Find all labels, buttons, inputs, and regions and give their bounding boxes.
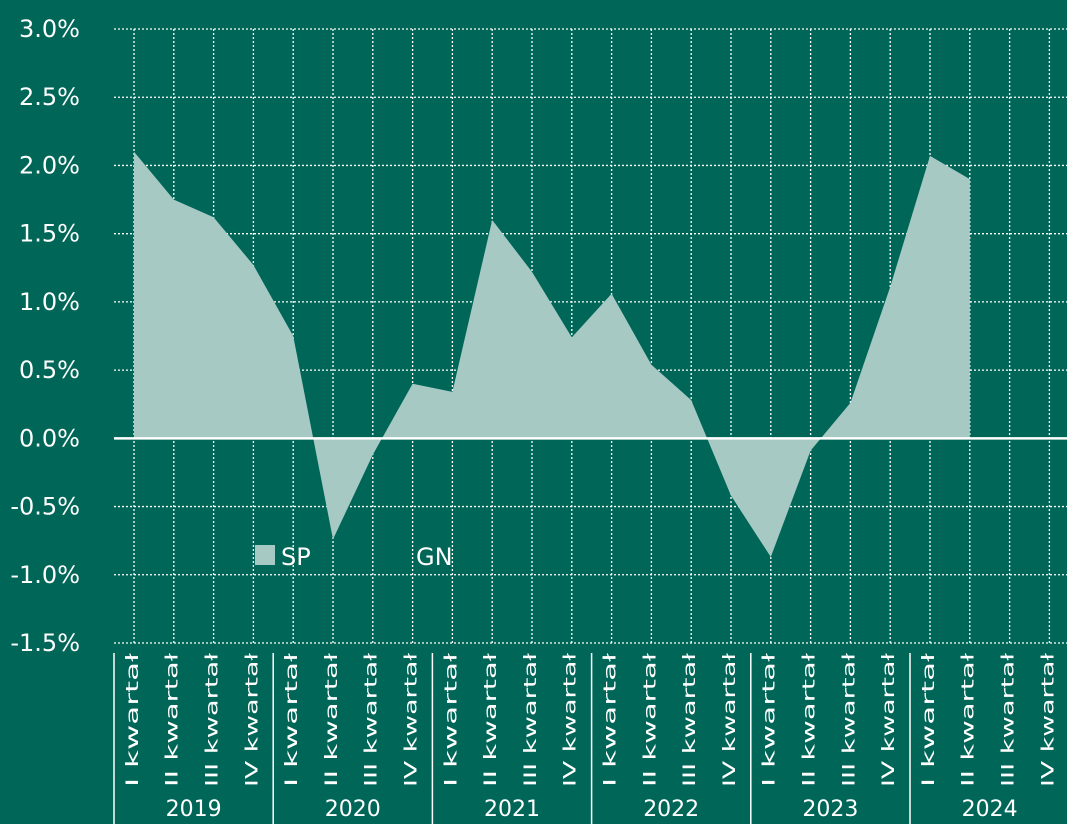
x-tick-label: II kwartał: [322, 653, 342, 787]
year-label: 2019: [166, 797, 222, 822]
series-area-sp: [134, 151, 970, 558]
data-point: [291, 334, 295, 338]
y-tick-label: -1.5%: [10, 629, 80, 657]
area-layer: [132, 150, 972, 559]
y-tick-label: 0.0%: [19, 424, 80, 452]
legend-label: GN: [416, 543, 453, 571]
data-point: [769, 555, 773, 559]
data-point: [371, 453, 375, 457]
legend-swatch: [390, 545, 410, 565]
x-tick-label: IV kwartał: [720, 653, 740, 787]
year-label: 2022: [643, 797, 699, 822]
x-tick-label: IV kwartał: [242, 653, 262, 787]
data-point: [251, 263, 255, 267]
x-tick-label: I kwartał: [919, 653, 939, 787]
data-point: [689, 398, 693, 402]
data-point: [172, 198, 176, 202]
data-point: [649, 363, 653, 367]
y-tick-label: 2.0%: [19, 151, 80, 179]
x-tick-label: III kwartał: [362, 653, 382, 787]
x-tick-label: II kwartał: [481, 653, 501, 787]
data-point: [928, 154, 932, 158]
data-point: [610, 292, 614, 296]
x-tick-label: II kwartał: [959, 653, 979, 787]
data-point: [411, 382, 415, 386]
data-point: [888, 285, 892, 289]
data-point: [729, 494, 733, 498]
year-label: 2023: [802, 797, 858, 822]
x-tick-label: III kwartał: [521, 653, 541, 787]
y-tick-label: 1.5%: [19, 220, 80, 248]
data-point: [490, 218, 494, 222]
y-axis-ticks: 3.0% 2.5% 2.0% 1.5% 1.0% 0.5% 0.0% -0.5% -1.0% -1…: [10, 15, 80, 657]
data-point: [132, 150, 136, 154]
data-point: [968, 177, 972, 181]
data-point: [530, 270, 534, 274]
y-tick-label: 2.5%: [19, 83, 80, 111]
legend-swatch: [255, 545, 275, 565]
year-label: 2021: [484, 797, 540, 822]
y-tick-label: 0.5%: [19, 356, 80, 384]
y-tick-label: -0.5%: [10, 493, 80, 521]
x-tick-label: IV kwartał: [561, 653, 581, 787]
data-point: [212, 215, 216, 219]
x-tick-label: III kwartał: [839, 653, 859, 787]
year-label: 2020: [325, 797, 381, 822]
year-label: 2024: [962, 797, 1018, 822]
legend-label: SP: [281, 543, 311, 571]
data-point: [570, 335, 574, 339]
data-point: [809, 449, 813, 453]
x-tick-label: I kwartał: [123, 653, 143, 787]
data-point: [848, 401, 852, 405]
x-tick-label: II kwartał: [640, 653, 660, 787]
data-point: [450, 390, 454, 394]
y-tick-label: 3.0%: [19, 15, 80, 43]
y-tick-label: -1.0%: [10, 561, 80, 589]
data-point: [331, 537, 335, 541]
x-tick-label: II kwartał: [163, 653, 183, 787]
y-tick-label: 1.0%: [19, 288, 80, 316]
x-tick-label: I kwartał: [760, 653, 780, 787]
x-tick-label: IV kwartał: [879, 653, 899, 787]
x-tick-label: I kwartał: [601, 653, 621, 787]
x-tick-label: IV kwartał: [1038, 653, 1058, 787]
x-axis: I kwartał II kwartał III kwartał IV kwartał…: [113, 653, 1058, 824]
x-tick-label: I kwartał: [441, 653, 461, 787]
x-tick-label: III kwartał: [203, 653, 223, 787]
legend: SP GN: [255, 543, 453, 571]
x-tick-label: III kwartał: [999, 653, 1019, 787]
x-tick-label: II kwartał: [800, 653, 820, 787]
x-tick-label: IV kwartał: [402, 653, 422, 787]
x-tick-label: I kwartał: [282, 653, 302, 787]
x-tick-label: III kwartał: [680, 653, 700, 787]
